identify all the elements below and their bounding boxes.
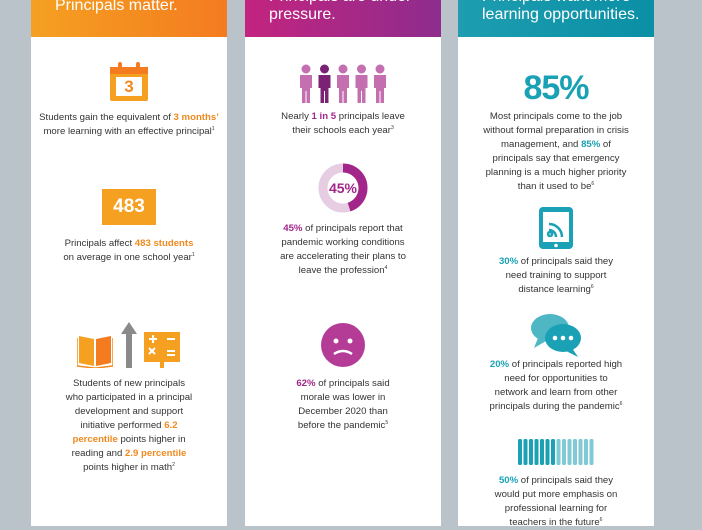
sad-face-icon bbox=[320, 322, 366, 368]
header-title: Principals want more learning opportunit… bbox=[482, 0, 640, 23]
meter-bar bbox=[523, 439, 528, 465]
stat-students-affected: Principals affect 483 students on averag… bbox=[63, 238, 195, 263]
column-header: Principals matter. bbox=[31, 0, 227, 37]
bar-meter-icon bbox=[517, 438, 595, 466]
donut-label: 45% bbox=[328, 180, 358, 196]
stat-one-in-five: Nearly 1 in 5 principals leave their sch… bbox=[281, 111, 405, 136]
column-learning-opportunities: Principals want more learning opportunit… bbox=[458, 0, 654, 528]
calendar-icon: 3 bbox=[108, 61, 150, 103]
header-title: Principals are under pressure. bbox=[269, 0, 411, 23]
column-header: Principals want more learning opportunit… bbox=[458, 0, 654, 37]
math-board-icon bbox=[143, 330, 181, 368]
meter-bar bbox=[578, 439, 583, 465]
number-box-483: 483 bbox=[102, 189, 156, 225]
big-stat-85: 85% bbox=[523, 69, 589, 107]
stat-pandemic-leave: 45% of principals report that pandemic w… bbox=[280, 223, 406, 276]
column-header: Principals are under pressure. bbox=[245, 0, 441, 37]
stat-distance-learning: 30% of principals said they need trainin… bbox=[498, 256, 614, 295]
person-figure bbox=[355, 64, 368, 103]
meter-bar bbox=[540, 439, 544, 465]
people-icon bbox=[297, 64, 389, 104]
person-figure bbox=[337, 64, 349, 103]
column-principals-pressure: Principals are under pressure. Nearly 1 … bbox=[245, 0, 441, 526]
meter-bar bbox=[573, 439, 577, 465]
stat-emergency-planning: Most principals come to the job without … bbox=[483, 111, 629, 192]
header-title: Principals matter. bbox=[55, 0, 178, 14]
meter-bar bbox=[589, 439, 594, 465]
meter-bar bbox=[534, 439, 539, 465]
meter-bar bbox=[545, 439, 550, 465]
column-principals-matter: Principals matter. 3 Students gain the e… bbox=[31, 0, 227, 526]
donut-chart-icon: 45% bbox=[318, 163, 368, 213]
person-figure bbox=[374, 64, 386, 103]
meter-bar bbox=[562, 439, 566, 465]
meter-bar bbox=[551, 439, 555, 465]
meter-bar bbox=[584, 439, 588, 465]
stat-percentile-gains: Students of new principals who participa… bbox=[65, 378, 193, 473]
meter-bar bbox=[567, 439, 572, 465]
meter-bar bbox=[556, 439, 561, 465]
arrow-up-icon bbox=[121, 322, 137, 368]
book-icon bbox=[76, 330, 114, 369]
stat-months-learning: Students gain the equivalent of 3 months… bbox=[39, 112, 219, 137]
tablet-icon bbox=[538, 206, 574, 250]
meter-bar bbox=[518, 439, 522, 465]
calendar-number: 3 bbox=[124, 77, 134, 96]
stat-network-learn: 20% of principals reported high need for… bbox=[489, 359, 623, 412]
person-figure bbox=[300, 64, 312, 103]
stat-professional-learning: 50% of principals said they would put mo… bbox=[494, 475, 618, 528]
chat-bubbles-icon bbox=[530, 312, 582, 358]
person-figure bbox=[318, 64, 331, 103]
meter-bar bbox=[529, 439, 533, 465]
stat-morale-lower: 62% of principals said morale was lower … bbox=[296, 378, 390, 431]
